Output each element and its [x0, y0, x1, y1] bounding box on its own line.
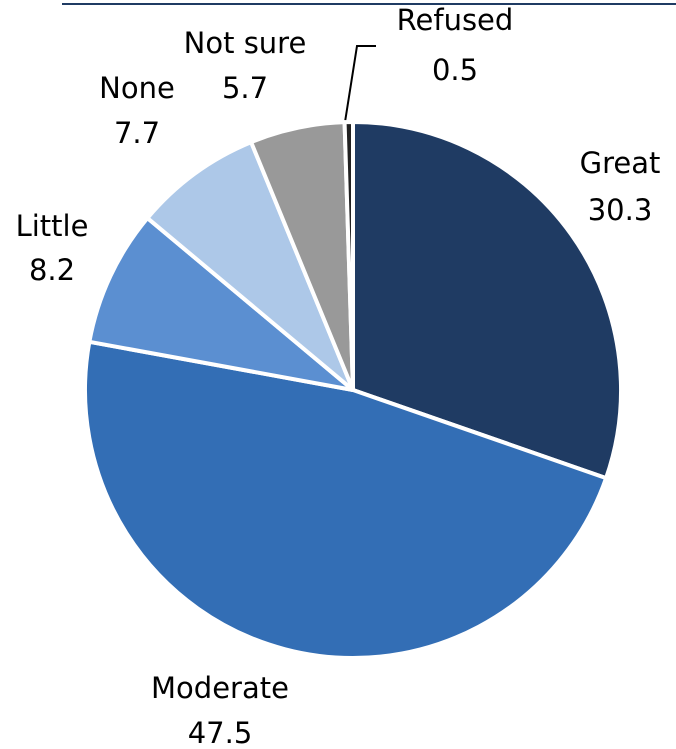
- slice-label: Refused: [397, 3, 514, 37]
- slice-value: 7.7: [114, 116, 160, 150]
- slice-label: Little: [16, 209, 89, 243]
- slice-label: None: [99, 71, 175, 105]
- slice-value: 47.5: [188, 716, 253, 749]
- pie-slice: [342, 120, 355, 392]
- slice-label: Not sure: [184, 26, 307, 60]
- slice-label: Moderate: [151, 671, 289, 705]
- pie-slice: [145, 140, 355, 392]
- pie-slice: [87, 216, 355, 392]
- pie-slice: [351, 120, 623, 481]
- slice-value: 0.5: [432, 53, 478, 87]
- pie-slice: [83, 339, 609, 660]
- slice-value: 5.7: [222, 71, 268, 105]
- slice-value: 30.3: [588, 193, 653, 227]
- leader-line: [344, 45, 376, 123]
- slice-value: 8.2: [29, 253, 75, 287]
- slice-label: Great: [580, 146, 661, 180]
